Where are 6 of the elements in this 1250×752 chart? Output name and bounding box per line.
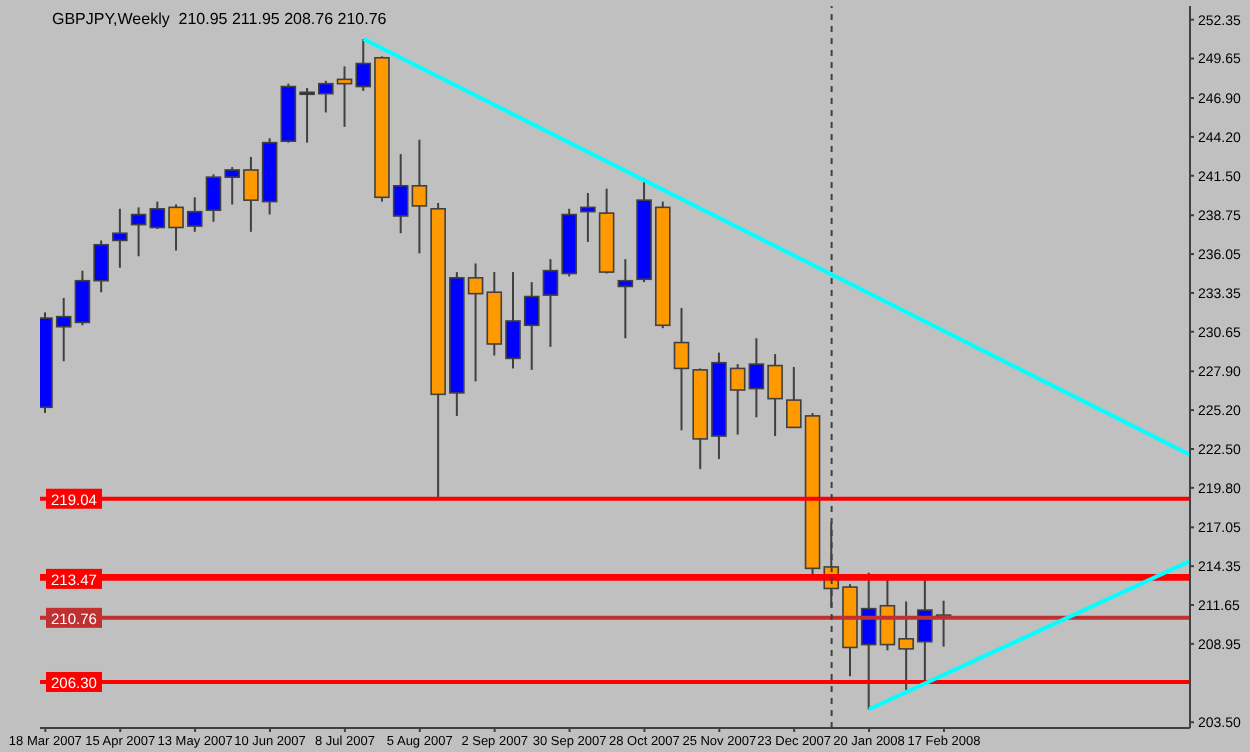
candlestick xyxy=(617,258,634,340)
candlestick xyxy=(411,138,428,255)
chart-title: GBPJPY,Weekly 210.95 211.95 208.76 210.76 xyxy=(52,10,388,28)
candlestick xyxy=(673,307,690,432)
candlestick xyxy=(112,207,128,269)
candlestick xyxy=(130,206,147,258)
